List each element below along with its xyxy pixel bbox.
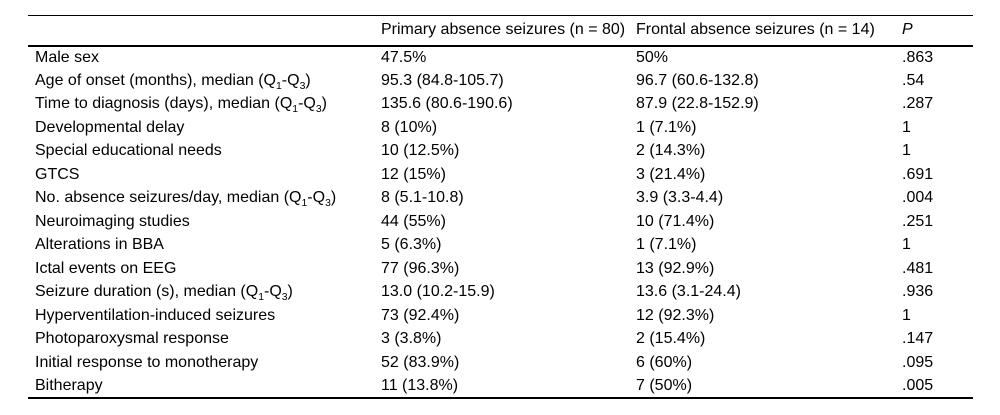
cell-frontal: 50% <box>636 48 669 66</box>
cell-p-value: 1 <box>902 236 911 254</box>
cell-frontal: 87.9 (22.8-152.9) <box>636 95 759 113</box>
row-label: Ictal events on EEG <box>35 259 177 277</box>
row-label: No. absence seizures/day, median (Q1-Q3) <box>35 189 337 210</box>
table-row: Seizure duration (s), median (Q1-Q3) 13.… <box>28 281 973 305</box>
table-row: Initial response to monotherapy 52 (83.9… <box>28 351 973 375</box>
row-label: Time to diagnosis (days), median (Q1-Q3) <box>35 95 327 116</box>
cell-p-value: .691 <box>902 165 934 183</box>
comparison-table-wrap: Primary absence seizures (n = 80) Fronta… <box>28 15 973 399</box>
cell-p-value: 1 <box>902 306 911 324</box>
cell-frontal: 7 (50%) <box>636 376 693 394</box>
table-row: Ictal events on EEG 77 (96.3%) 13 (92.9%… <box>28 257 973 281</box>
cell-p-value: .095 <box>902 353 934 371</box>
cell-frontal: 3 (21.4%) <box>636 165 706 183</box>
row-label: Seizure duration (s), median (Q1-Q3) <box>35 283 293 304</box>
cell-p-value: .936 <box>902 283 934 301</box>
cell-p-value: .251 <box>902 212 934 230</box>
table-row: GTCS 12 (15%) 3 (21.4%) .691 <box>28 163 973 187</box>
cell-frontal: 6 (60%) <box>636 353 693 371</box>
table-row: Age of onset (months), median (Q1-Q3) 95… <box>28 69 973 93</box>
column-header-p-value: P <box>902 21 913 39</box>
table-row: Time to diagnosis (days), median (Q1-Q3)… <box>28 93 973 117</box>
cell-primary: 8 (5.1-10.8) <box>381 189 464 207</box>
table-row: Hyperventilation-induced seizures 73 (92… <box>28 304 973 328</box>
table-row: Neuroimaging studies 44 (55%) 10 (71.4%)… <box>28 210 973 234</box>
cell-primary: 8 (10%) <box>381 118 438 136</box>
cell-primary: 5 (6.3%) <box>381 236 442 254</box>
cell-p-value: 1 <box>902 118 911 136</box>
cell-primary: 3 (3.8%) <box>381 330 442 348</box>
cell-frontal: 3.9 (3.3-4.4) <box>636 189 724 207</box>
cell-primary: 95.3 (84.8-105.7) <box>381 71 504 89</box>
cell-p-value: .54 <box>902 71 925 89</box>
cell-frontal: 1 (7.1%) <box>636 118 697 136</box>
row-label: Bitherapy <box>35 376 103 394</box>
cell-frontal: 1 (7.1%) <box>636 236 697 254</box>
row-label: Developmental delay <box>35 118 185 136</box>
table-row: No. absence seizures/day, median (Q1-Q3)… <box>28 187 973 211</box>
row-label: Neuroimaging studies <box>35 212 190 230</box>
cell-p-value: .004 <box>902 189 934 207</box>
cell-primary: 11 (13.8%) <box>381 376 459 394</box>
header-row: Primary absence seizures (n = 80) Fronta… <box>28 16 973 46</box>
table-row: Developmental delay 8 (10%) 1 (7.1%) 1 <box>28 116 973 140</box>
column-header-variable <box>28 16 381 46</box>
cell-p-value: .481 <box>902 259 934 277</box>
cell-primary: 135.6 (80.6-190.6) <box>381 95 513 113</box>
cell-frontal: 96.7 (60.6-132.8) <box>636 71 759 89</box>
cell-frontal: 10 (71.4%) <box>636 212 715 230</box>
cell-primary: 73 (92.4%) <box>381 306 460 324</box>
row-label: Alterations in BBA <box>35 236 164 254</box>
cell-primary: 52 (83.9%) <box>381 353 460 371</box>
table-row: Special educational needs 10 (12.5%) 2 (… <box>28 140 973 164</box>
cell-frontal: 13 (92.9%) <box>636 259 715 277</box>
cell-primary: 44 (55%) <box>381 212 446 230</box>
row-label: Special educational needs <box>35 142 222 160</box>
cell-primary: 10 (12.5%) <box>381 142 460 160</box>
cell-p-value: 1 <box>902 142 911 160</box>
table-row: Alterations in BBA 5 (6.3%) 1 (7.1%) 1 <box>28 234 973 258</box>
cell-primary: 77 (96.3%) <box>381 259 460 277</box>
comparison-table: Primary absence seizures (n = 80) Fronta… <box>28 15 973 399</box>
cell-frontal: 2 (15.4%) <box>636 330 706 348</box>
cell-frontal: 12 (92.3%) <box>636 306 715 324</box>
table-row: Bitherapy 11 (13.8%) 7 (50%) .005 <box>28 375 973 399</box>
row-label: Hyperventilation-induced seizures <box>35 306 276 324</box>
column-header-primary-absence: Primary absence seizures (n = 80) <box>381 21 626 39</box>
cell-primary: 47.5% <box>381 48 427 66</box>
row-label: Age of onset (months), median (Q1-Q3) <box>35 71 311 92</box>
row-label: Initial response to monotherapy <box>35 353 259 371</box>
table-row: Male sex 47.5% 50% .863 <box>28 46 973 70</box>
cell-frontal: 2 (14.3%) <box>636 142 706 160</box>
cell-p-value: .005 <box>902 376 934 394</box>
row-label: GTCS <box>35 165 80 183</box>
cell-primary: 13.0 (10.2-15.9) <box>381 283 495 301</box>
table-row: Photoparoxysmal response 3 (3.8%) 2 (15.… <box>28 328 973 352</box>
cell-p-value: .147 <box>902 330 934 348</box>
cell-p-value: .863 <box>902 48 934 66</box>
row-label: Male sex <box>35 48 100 66</box>
column-header-frontal-absence: Frontal absence seizures (n = 14) <box>636 21 875 39</box>
cell-primary: 12 (15%) <box>381 165 446 183</box>
cell-p-value: .287 <box>902 95 934 113</box>
row-label: Photoparoxysmal response <box>35 330 229 348</box>
cell-frontal: 13.6 (3.1-24.4) <box>636 283 741 301</box>
